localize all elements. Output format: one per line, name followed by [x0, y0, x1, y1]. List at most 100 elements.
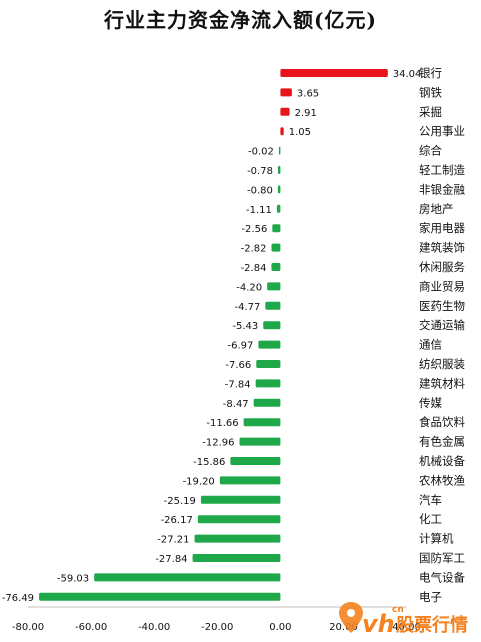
bar-0: [280, 69, 388, 77]
bar-3: [280, 127, 284, 136]
category-label-9: 建筑装饰: [419, 241, 465, 255]
value-label-14: -6.97: [228, 341, 254, 352]
category-label-18: 食品饮料: [419, 415, 465, 429]
category-label-13: 交通运输: [419, 318, 465, 332]
value-label-16: -7.84: [225, 379, 251, 390]
bar-15: [256, 360, 281, 368]
bar-4: [278, 146, 281, 155]
value-label-12: -4.77: [234, 302, 260, 313]
category-label-7: 房地产: [419, 202, 454, 216]
bar-19: [239, 437, 281, 446]
bar-21: [219, 476, 281, 485]
bar-20: [230, 457, 281, 465]
bar-1: [280, 88, 292, 97]
x-tick-label-0: -80.00: [12, 622, 44, 633]
bar-12: [265, 301, 281, 310]
value-label-0: 34.04: [393, 69, 422, 80]
watermark-tag: cn: [392, 605, 404, 615]
value-label-8: -2.56: [241, 224, 267, 235]
category-label-19: 有色金属: [419, 435, 465, 449]
value-label-7: -1.11: [246, 205, 272, 216]
bar-25: [192, 554, 281, 562]
bars-group: [39, 69, 388, 601]
bar-17: [253, 398, 281, 407]
category-label-21: 农林牧渔: [419, 473, 465, 487]
bar-2: [280, 107, 290, 116]
value-label-17: -8.47: [223, 399, 249, 410]
value-labels-group: 34.04 3.65 2.91 1.05 -0.02 -0.78 -0.80 -1.11 -2.…: [2, 69, 422, 604]
category-labels-group: 银行钢铁采掘公用事业综合轻工制造非银金融房地产家用电器建筑装饰休闲服务商业贸易医…: [419, 66, 465, 604]
value-label-21: -19.20: [183, 476, 215, 487]
category-label-15: 纺织服装: [419, 357, 465, 371]
value-label-26: -59.03: [57, 573, 89, 584]
x-tick-label-3: -20.00: [201, 622, 233, 633]
value-label-18: -11.66: [206, 418, 238, 429]
category-label-22: 汽车: [419, 493, 442, 507]
category-label-0: 银行: [419, 66, 442, 80]
bar-24: [194, 534, 281, 543]
value-label-23: -26.17: [161, 515, 193, 526]
value-label-6: -0.80: [247, 185, 273, 196]
category-label-23: 化工: [419, 512, 442, 526]
x-tick-label-2: -40.00: [138, 622, 170, 633]
bar-13: [263, 321, 281, 330]
value-label-3: 1.05: [289, 127, 311, 138]
x-tick-label-5: 20.00: [329, 622, 358, 633]
x-tick-labels-group: -80.00 -60.00 -40.00 -20.00 0.00 20.00 40.00: [12, 622, 421, 633]
value-label-10: -2.84: [241, 263, 267, 274]
category-label-5: 轻工制造: [419, 163, 465, 177]
bar-14: [258, 340, 281, 349]
bar-10: [271, 263, 281, 271]
bar-7: [276, 204, 281, 213]
bar-26: [94, 573, 281, 582]
category-label-26: 电气设备: [419, 570, 465, 584]
category-label-25: 国防军工: [419, 551, 465, 565]
bar-18: [243, 418, 281, 427]
x-tick-label-6: 40.00: [392, 622, 421, 633]
bar-27: [39, 592, 281, 601]
category-label-14: 通信: [419, 338, 442, 352]
bar-8: [272, 224, 281, 233]
category-label-11: 商业贸易: [419, 279, 465, 293]
category-label-1: 钢铁: [419, 85, 442, 99]
value-label-19: -12.96: [202, 438, 234, 449]
x-tick-label-4: 0.00: [269, 622, 291, 633]
bar-9: [271, 243, 281, 252]
location-pin-icon: [339, 602, 363, 633]
value-label-13: -5.43: [232, 321, 258, 332]
category-label-20: 机械设备: [419, 454, 465, 468]
value-label-20: -15.86: [193, 457, 225, 468]
value-label-27: -76.49: [2, 593, 34, 604]
value-label-15: -7.66: [225, 360, 251, 371]
category-label-6: 非银金融: [419, 182, 465, 196]
chart-title: 行业主力资金净流入额(亿元): [104, 8, 377, 32]
category-label-27: 电子: [419, 590, 442, 604]
watermark-brand: vh: [362, 610, 395, 638]
value-label-9: -2.82: [241, 244, 267, 255]
value-label-25: -27.84: [155, 554, 187, 565]
value-label-11: -4.20: [236, 282, 262, 293]
bar-23: [197, 515, 281, 524]
x-tick-label-1: -60.00: [75, 622, 107, 633]
category-label-24: 计算机: [419, 532, 454, 546]
value-label-2: 2.91: [295, 108, 317, 119]
value-label-22: -25.19: [164, 496, 196, 507]
category-label-10: 休闲服务: [419, 260, 465, 274]
bar-16: [255, 379, 281, 388]
category-label-16: 建筑材料: [419, 376, 465, 390]
value-label-4: -0.02: [248, 147, 274, 158]
category-label-8: 家用电器: [419, 221, 465, 235]
category-label-3: 公用事业: [419, 124, 465, 138]
category-label-17: 传媒: [419, 396, 442, 410]
bar-22: [200, 495, 281, 504]
value-label-24: -27.21: [157, 535, 189, 546]
category-label-2: 采掘: [419, 105, 442, 119]
category-label-4: 综合: [419, 144, 442, 158]
value-label-5: -0.78: [247, 166, 273, 177]
category-label-12: 医药生物: [419, 299, 465, 313]
watermark-text: 股票行情: [395, 614, 468, 636]
bar-6: [277, 185, 281, 194]
value-label-1: 3.65: [297, 88, 319, 99]
watermark: vh cn 股票行情: [339, 602, 468, 638]
